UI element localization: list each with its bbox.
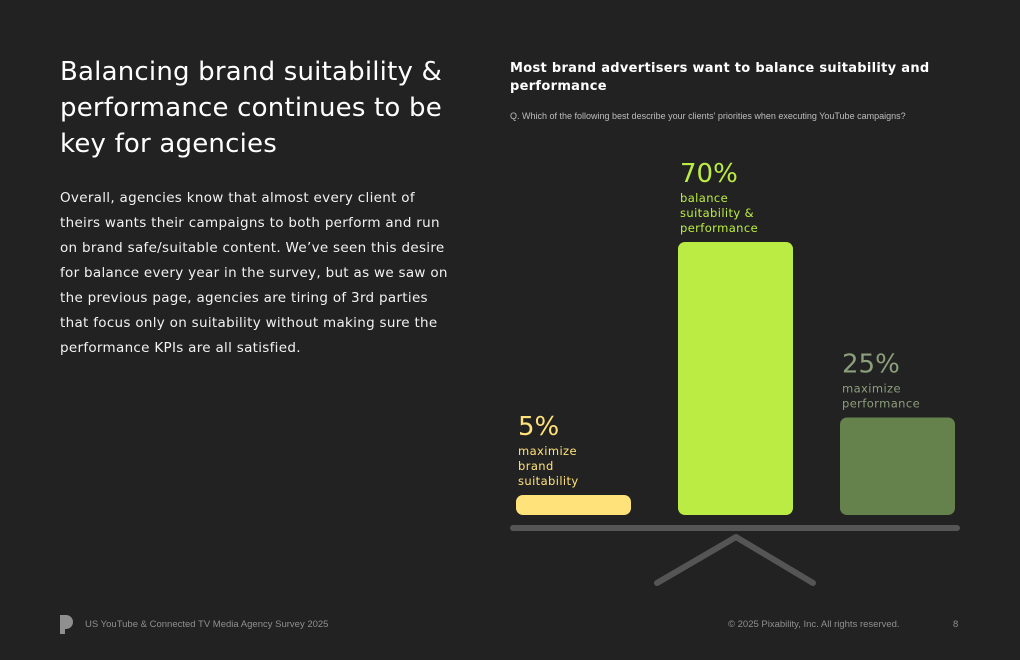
category-label-line: performance	[842, 397, 920, 411]
bar-category-label: maximize brand suitability	[518, 444, 579, 488]
page-headline: Balancing brand suitability & performanc…	[60, 57, 443, 159]
category-label-line: maximize	[842, 382, 901, 396]
bar-value-label: 25%	[842, 350, 900, 380]
scale-beam	[510, 525, 960, 531]
category-label-line: performance	[680, 221, 758, 235]
scale-stand	[654, 534, 816, 586]
bar-value-label: 70%	[680, 159, 738, 189]
category-label-line: balance	[680, 191, 728, 205]
bar-value-label: 5%	[518, 412, 559, 442]
footer-copyright: © 2025 Pixability, Inc. All rights reser…	[728, 619, 900, 630]
bar-2	[678, 242, 793, 515]
footer-survey-name: US YouTube & Connected TV Media Agency S…	[85, 619, 329, 630]
page-number: 8	[953, 619, 959, 630]
category-label-line: maximize	[518, 444, 577, 458]
bar-category-label: maximize performance	[842, 382, 920, 411]
chart-title: Most brand advertisers want to balance s…	[510, 61, 930, 94]
pixability-logo-icon	[60, 615, 73, 634]
category-label-line: brand	[518, 459, 554, 473]
body-paragraph: Overall, agencies know that almost every…	[60, 190, 448, 356]
bar-1	[516, 495, 631, 515]
bar-category-label: balance suitability & performance	[680, 191, 758, 235]
bar-3	[840, 417, 955, 515]
survey-question: Q. Which of the following best describe …	[510, 111, 906, 121]
category-label-line: suitability	[518, 474, 579, 488]
category-label-line: suitability &	[680, 206, 754, 220]
balance-scale	[510, 525, 960, 586]
